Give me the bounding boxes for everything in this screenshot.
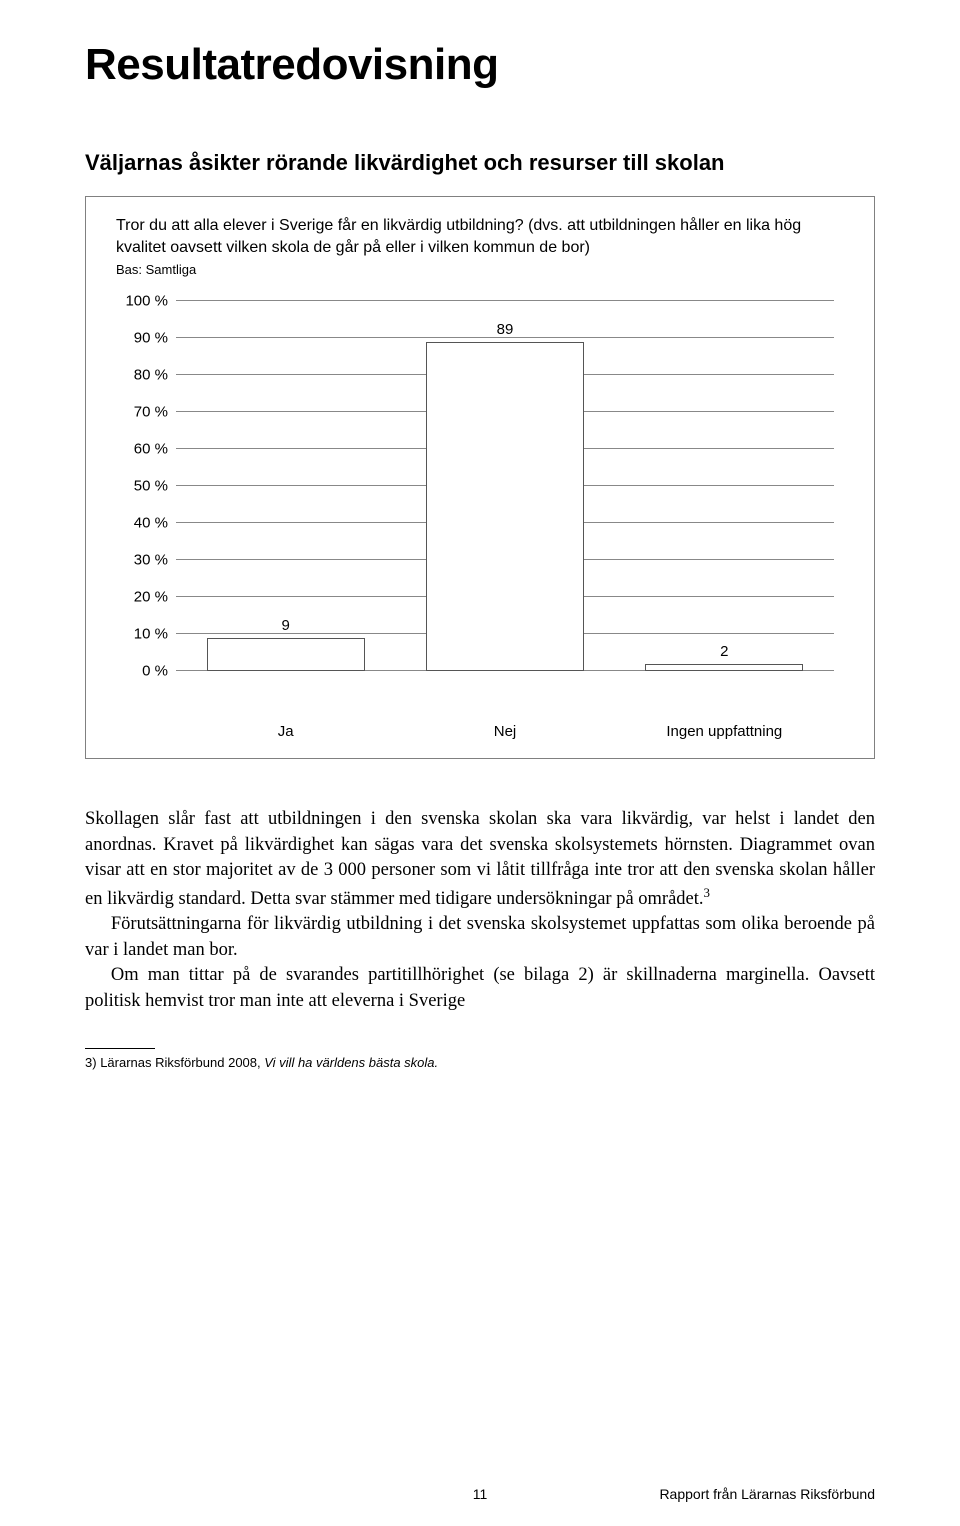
chart-plot: 0 % 10 % 20 % 30 % 40 % 50 % 60 % 70 % 8… (176, 301, 834, 671)
bar-nej: 89 (426, 342, 584, 671)
bar-value-label: 2 (646, 643, 802, 660)
section-heading: Väljarnas åsikter rörande likvärdighet o… (85, 150, 875, 176)
y-tick-label: 20 % (116, 589, 168, 606)
bar-value-label: 89 (427, 321, 583, 338)
paragraph-3: Om man tittar på de svarandes partitillh… (85, 963, 875, 1014)
bar-col-ingen: 2 (615, 301, 834, 671)
chart-area: 0 % 10 % 20 % 30 % 40 % 50 % 60 % 70 % 8… (116, 301, 844, 711)
y-tick-label: 70 % (116, 404, 168, 421)
y-tick-label: 90 % (116, 330, 168, 347)
chart-container: Tror du att alla elever i Sverige får en… (85, 196, 875, 759)
y-tick-label: 60 % (116, 441, 168, 458)
footnote-text: Lärarnas Riksförbund 2008, (100, 1055, 264, 1070)
y-tick-label: 40 % (116, 515, 168, 532)
x-label-ja: Ja (176, 723, 395, 740)
paragraph-1: Skollagen slår fast att utbildningen i d… (85, 807, 875, 912)
y-tick-label: 0 % (116, 663, 168, 680)
bar-col-ja: 9 (176, 301, 395, 671)
body-text: Skollagen slår fast att utbildningen i d… (85, 807, 875, 1014)
bar-ingen: 2 (645, 664, 803, 671)
x-label-ingen: Ingen uppfattning (615, 723, 834, 740)
bars-row: 9 89 2 (176, 301, 834, 671)
footnote-number: 3) (85, 1055, 97, 1070)
bar-value-label: 9 (208, 617, 364, 634)
chart-basis: Bas: Samtliga (116, 262, 844, 277)
y-tick-label: 10 % (116, 626, 168, 643)
bar-col-nej: 89 (395, 301, 614, 671)
footnote: 3) Lärarnas Riksförbund 2008, Vi vill ha… (85, 1055, 875, 1070)
y-tick-label: 100 % (116, 293, 168, 310)
footnote-ref: 3 (704, 885, 710, 900)
x-label-nej: Nej (395, 723, 614, 740)
chart-question: Tror du att alla elever i Sverige får en… (116, 215, 844, 258)
y-tick-label: 80 % (116, 367, 168, 384)
document-title: Resultatredovisning (85, 40, 875, 90)
y-tick-label: 30 % (116, 552, 168, 569)
paragraph-2: Förutsättningarna för likvärdig utbildni… (85, 912, 875, 963)
y-tick-label: 50 % (116, 478, 168, 495)
bar-ja: 9 (207, 638, 365, 671)
page-number: 11 (473, 1486, 488, 1502)
x-axis-labels: Ja Nej Ingen uppfattning (116, 723, 844, 740)
footnote-citation: Vi vill ha världens bästa skola. (264, 1055, 438, 1070)
footer-right-text: Rapport från Lärarnas Riksförbund (659, 1486, 875, 1502)
footnote-rule (85, 1048, 155, 1049)
